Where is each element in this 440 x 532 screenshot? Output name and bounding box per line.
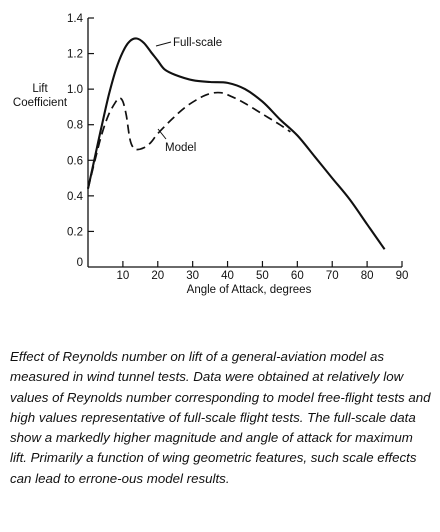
x-tick-label: 70 — [326, 270, 339, 282]
y-axis-ticks: 0 0.2 0.4 0.6 0.8 1.0 1.2 1.4 — [67, 13, 94, 269]
series-line-model — [87, 91, 291, 189]
y-axis-label-line1: Lift — [32, 83, 48, 95]
leader-model — [157, 128, 167, 140]
x-tick-label: 60 — [291, 270, 304, 282]
x-tick-label: 50 — [256, 270, 269, 282]
lift-coefficient-chart: 0 0.2 0.4 0.6 0.8 1.0 1.2 1.4 10 20 30 40 50 60 70 80 9… — [13, 13, 408, 296]
x-tick-label: 10 — [116, 270, 129, 282]
x-tick-label: 30 — [186, 270, 199, 282]
x-tick-label: 90 — [396, 270, 409, 282]
y-tick-label: 0.8 — [67, 120, 83, 132]
y-tick-label: 0.2 — [67, 226, 83, 238]
chart-series — [86, 37, 386, 250]
y-tick-label: 0.4 — [67, 191, 84, 203]
chart-axes — [87, 18, 402, 268]
series-label-model: Model — [165, 142, 196, 154]
x-axis-ticks: 10 20 30 40 50 60 70 80 90 — [116, 261, 408, 282]
x-axis-label: Angle of Attack, degrees — [187, 284, 312, 296]
series-line-full-scale — [86, 37, 386, 250]
figure-caption: Effect of Reynolds number on lift of a g… — [10, 349, 431, 486]
y-tick-label: 0 — [77, 257, 83, 269]
y-tick-label: 0.6 — [67, 155, 83, 167]
x-tick-label: 80 — [361, 270, 374, 282]
series-label-full-scale: Full-scale — [173, 37, 222, 49]
y-tick-label: 1.2 — [67, 49, 83, 61]
leader-full-scale — [155, 41, 172, 47]
x-tick-label: 20 — [151, 270, 164, 282]
x-tick-label: 40 — [221, 270, 234, 282]
y-axis-label-line2: Coefficient — [13, 97, 68, 109]
y-tick-label: 1.0 — [67, 84, 83, 96]
y-tick-label: 1.4 — [67, 13, 84, 25]
